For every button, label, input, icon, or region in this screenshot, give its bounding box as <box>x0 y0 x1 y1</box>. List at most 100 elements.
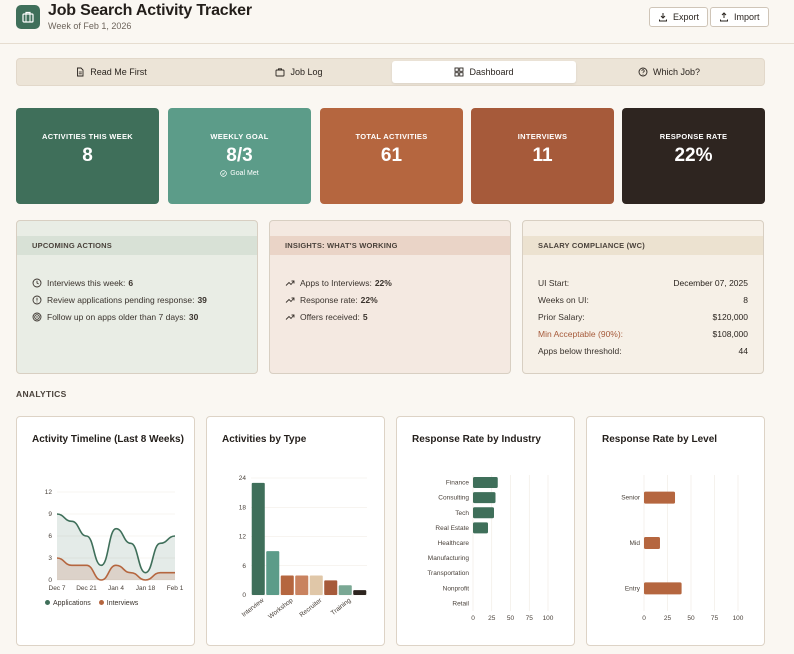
bar-finance <box>473 477 498 489</box>
app-subtitle: Week of Feb 1, 2026 <box>48 21 132 31</box>
upcoming-row: Review applications pending response: 39 <box>32 295 242 305</box>
bar-real-estate <box>473 522 488 534</box>
bar-networking <box>295 575 309 595</box>
salary-compliance-panel: SALARY COMPLIANCE (WC) UI Start: December… <box>522 220 764 374</box>
legend-item-applications: Applications <box>45 600 91 607</box>
response-rate-industry-card: 0 25 50 75 100 Finance Consulting Tech Real Esta… <box>396 416 575 646</box>
briefcase-icon <box>276 68 285 77</box>
bar-recruiter <box>324 580 338 595</box>
clock-icon <box>32 278 42 288</box>
app-title: Job Search Activity Tracker <box>48 2 252 19</box>
x-tick-label: 50 <box>507 615 515 622</box>
export-label: Export <box>673 12 700 22</box>
trending-up-icon <box>285 278 295 288</box>
salary-row: Weeks on UI: 8 <box>538 295 748 305</box>
insights-title: INSIGHTS: WHAT'S WORKING <box>270 236 510 255</box>
chart-title: Activity Timeline (Last 8 Weeks) <box>32 434 184 445</box>
series-area-applications <box>57 514 175 580</box>
bar-workshop <box>280 575 294 595</box>
x-tick-label: Jan 18 <box>136 585 156 592</box>
salary-row: UI Start: December 07, 2025 <box>538 278 748 288</box>
app-header: Job Search Activity Tracker Week of Feb … <box>0 0 794 44</box>
series-area-interviews <box>57 558 175 580</box>
import-button[interactable]: Import <box>710 7 769 27</box>
x-tick-label: 100 <box>733 615 744 622</box>
x-tick-label: 75 <box>711 615 719 622</box>
tab-read-me-first[interactable]: Read Me First <box>19 61 203 83</box>
chart-title: Response Rate by Industry <box>412 434 541 445</box>
x-tick-label: 75 <box>526 615 534 622</box>
bar-consulting <box>473 492 496 504</box>
x-tick-label: Dec 7 <box>49 585 66 592</box>
x-tick-label: 0 <box>471 615 475 622</box>
salary-row: Prior Salary: $120,000 <box>538 312 748 322</box>
y-tick-label: Finance <box>446 480 470 487</box>
insight-row: Apps to Interviews: 22% <box>285 278 495 288</box>
chart-title: Response Rate by Level <box>602 434 718 445</box>
upcoming-actions-title: UPCOMING ACTIONS <box>17 236 257 255</box>
bar-follow-up <box>309 575 323 595</box>
y-tick-label: 24 <box>239 475 247 482</box>
x-tick-label: 0 <box>642 615 646 622</box>
kpi-weekly-goal: WEEKLY GOAL 8/3 Goal Met <box>168 108 311 204</box>
main-tabs: Read Me First Job Log Dashboard Which Jo… <box>16 58 765 86</box>
x-tick-label: 25 <box>488 615 496 622</box>
y-tick-label: 6 <box>48 533 52 540</box>
kpi-interviews: INTERVIEWS 11 <box>471 108 614 204</box>
series-line-interviews <box>56 557 175 581</box>
upcoming-row: Follow up on apps older than 7 days: 30 <box>32 312 242 322</box>
x-tick-label: Workshop <box>267 597 295 621</box>
document-icon <box>77 67 84 77</box>
upcoming-row: Interviews this week: 6 <box>32 278 242 288</box>
grid-icon <box>455 67 464 77</box>
y-tick-label: Manufacturing <box>428 555 470 562</box>
analytics-section-label: ANALYTICS <box>16 389 67 399</box>
bar-interview <box>251 482 265 595</box>
bar-senior <box>644 491 676 504</box>
y-tick-label: Consulting <box>438 495 469 502</box>
salary-row: Apps below threshold: 44 <box>538 346 748 356</box>
y-tick-label: Transportation <box>427 570 469 577</box>
briefcase-icon <box>16 5 40 29</box>
y-tick-label: Senior <box>621 495 641 502</box>
activities-by-type-chart: 0 6 12 18 24 Interview Workshop Recruiter Traini… <box>239 475 367 621</box>
tab-which-job[interactable]: Which Job? <box>577 61 761 83</box>
y-tick-label: 12 <box>239 534 247 541</box>
y-tick-label: 0 <box>242 592 246 599</box>
x-tick-label: Training <box>330 597 353 617</box>
response-rate-level-card: 0 25 50 75 100 Senior Mid Entry Response Rate b… <box>586 416 765 646</box>
insights-panel: INSIGHTS: WHAT'S WORKING Apps to Intervi… <box>269 220 511 374</box>
x-tick-label: 100 <box>543 615 554 622</box>
chart-legend: Applications Interviews <box>45 600 138 607</box>
x-tick-label: Interview <box>241 597 266 619</box>
salary-compliance-title: SALARY COMPLIANCE (WC) <box>523 236 763 255</box>
bar-entry <box>644 582 682 595</box>
x-tick-label: 50 <box>687 615 695 622</box>
bar-mid <box>644 537 660 549</box>
export-button[interactable]: Export <box>649 7 709 27</box>
target-icon <box>32 312 42 322</box>
y-tick-label: Mid <box>630 540 641 547</box>
upcoming-actions-panel: UPCOMING ACTIONS Interviews this week: 6 … <box>16 220 258 374</box>
import-label: Import <box>734 12 760 22</box>
x-tick-label: Feb 1 <box>167 585 184 592</box>
salary-row-min-acceptable: Min Acceptable (90%): $108,000 <box>538 329 748 339</box>
x-tick-label: Recruiter <box>298 597 324 619</box>
insight-row: Offers received: 5 <box>285 312 495 322</box>
legend-item-interviews: Interviews <box>98 600 138 607</box>
y-tick-label: Tech <box>455 510 469 517</box>
series-line-applications <box>56 513 176 574</box>
y-tick-label: Healthcare <box>438 540 470 547</box>
tab-dashboard[interactable]: Dashboard <box>392 61 576 83</box>
y-tick-label: Nonprofit <box>443 585 470 592</box>
y-tick-label: Entry <box>625 585 641 592</box>
insight-row: Response rate: 22% <box>285 295 495 305</box>
response-rate-industry-chart: 0 25 50 75 100 Finance Consulting Tech Real Esta… <box>427 475 554 622</box>
help-circle-icon <box>638 67 648 77</box>
y-tick-label: Retail <box>452 600 469 607</box>
response-rate-level-chart: 0 25 50 75 100 Senior Mid Entry <box>621 475 744 622</box>
trending-up-icon <box>285 295 295 305</box>
x-tick-label: 25 <box>664 615 672 622</box>
tab-job-log[interactable]: Job Log <box>207 61 391 83</box>
bar-applied <box>266 551 280 595</box>
